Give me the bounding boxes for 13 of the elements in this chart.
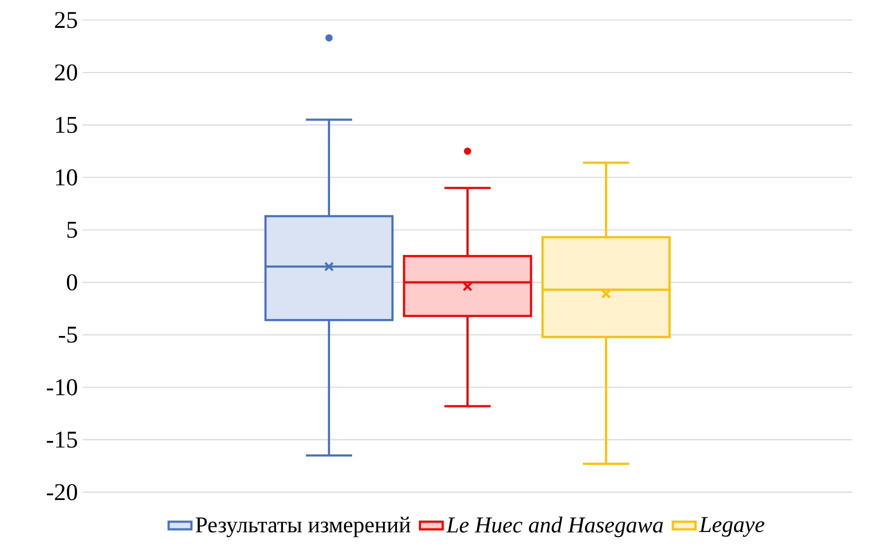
legend-label: Le Huec and Hasegawa — [446, 516, 663, 538]
y-tick-label: 5 — [67, 222, 78, 238]
y-tick-label: 10 — [56, 170, 78, 186]
y-tick-label: 15 — [56, 117, 78, 134]
y-tick-label: -5 — [58, 327, 78, 343]
y-tick-label: -10 — [46, 379, 78, 396]
y-tick-label: 0 — [66, 274, 78, 291]
y-tick-label: 25 — [55, 12, 78, 28]
legend-label: Результаты измерений — [196, 517, 410, 538]
y-tick-label: -20 — [46, 484, 78, 501]
y-tick-label: 20 — [55, 64, 78, 81]
y-tick-label: -15 — [46, 432, 78, 448]
legend-label: Legaye — [699, 517, 764, 538]
